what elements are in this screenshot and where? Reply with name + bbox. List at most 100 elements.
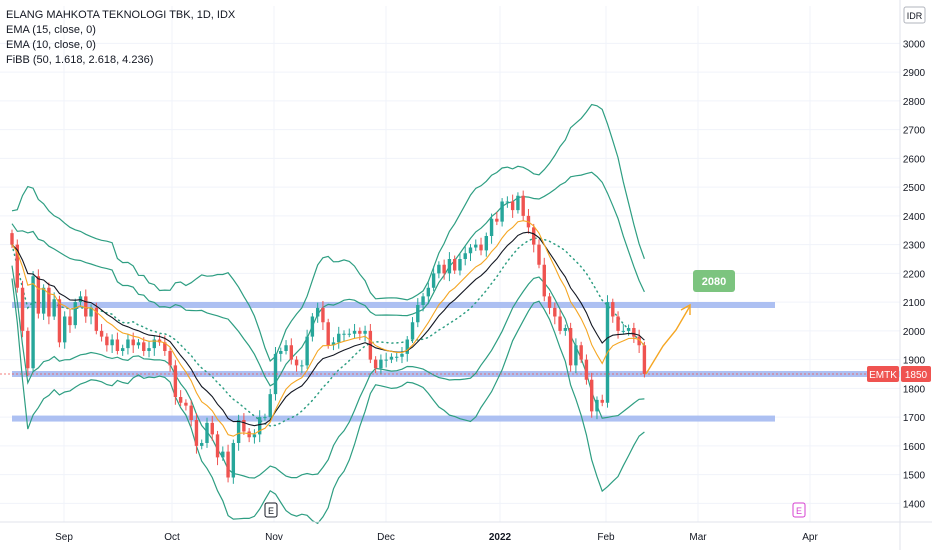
x-tick-label: Dec xyxy=(377,532,395,543)
candle-body xyxy=(410,322,415,340)
candle-body xyxy=(642,345,647,374)
ema10-line xyxy=(11,220,645,437)
candle-body xyxy=(431,273,436,288)
y-tick-label: 2600 xyxy=(903,154,926,165)
candle-body xyxy=(194,420,199,446)
x-tick-label: Feb xyxy=(597,532,615,543)
legend-symbol[interactable]: ELANG MAHKOTA TEKNOLOGI TBK, 1D, IDX xyxy=(6,9,236,21)
candle-body xyxy=(337,333,341,343)
y-tick-label: 3000 xyxy=(903,39,926,50)
candle-body xyxy=(168,351,172,366)
ticker-tag xyxy=(867,366,899,382)
zone-level xyxy=(12,302,775,308)
candle-body xyxy=(326,322,330,346)
candle-body xyxy=(479,244,483,251)
candle-body xyxy=(52,299,56,317)
candle-body xyxy=(305,336,309,366)
candle-body xyxy=(163,342,167,351)
candle-body xyxy=(574,345,578,366)
candle-body xyxy=(542,264,546,297)
y-tick-label: 2100 xyxy=(903,298,926,309)
candle-body xyxy=(468,247,473,254)
candle-body xyxy=(200,443,204,446)
candle-body xyxy=(84,296,88,317)
candle-body xyxy=(226,451,230,478)
legend-ema15[interactable]: EMA (15, close, 0) xyxy=(6,24,96,36)
candle-body xyxy=(178,397,183,403)
y-tick-label: 2300 xyxy=(903,241,926,252)
fibb-band-line xyxy=(11,171,645,387)
y-tick-label: 1800 xyxy=(903,384,926,395)
legend-ema10[interactable]: EMA (10, close, 0) xyxy=(6,39,96,51)
candle-body xyxy=(537,244,541,265)
candle-body xyxy=(553,307,557,317)
candle-body xyxy=(94,307,99,331)
candle-body xyxy=(242,420,246,432)
candle-body xyxy=(400,353,404,357)
candle-body xyxy=(284,345,288,351)
candle-body xyxy=(26,330,30,369)
candle-body xyxy=(10,233,14,245)
candle-body xyxy=(73,302,77,326)
candle-body xyxy=(474,244,478,248)
candle-body xyxy=(247,431,251,438)
legend: ELANG MAHKOTA TEKNOLOGI TBK, 1D, IDX EMA… xyxy=(6,8,235,68)
candle-body xyxy=(321,307,325,323)
candle-body xyxy=(115,339,120,351)
candle-body xyxy=(590,379,594,412)
y-tick-label: 1600 xyxy=(903,442,926,453)
candle-body xyxy=(273,353,278,395)
candle-body xyxy=(500,201,504,222)
currency-label: IDR xyxy=(907,11,923,21)
fibb-bands xyxy=(11,103,646,525)
projection-arrowhead xyxy=(680,303,691,315)
candle-body xyxy=(215,434,220,458)
candle-body xyxy=(15,244,19,288)
candle-body xyxy=(221,451,225,458)
y-tick-label: 2000 xyxy=(903,327,926,338)
earnings-marker xyxy=(264,502,278,518)
candle-body xyxy=(189,405,193,420)
y-tick-label: 2200 xyxy=(903,269,926,280)
candle-body xyxy=(110,339,114,346)
candle-body xyxy=(626,328,631,331)
candle-body xyxy=(331,342,336,346)
ema15-line xyxy=(11,231,645,427)
candle-body xyxy=(131,339,135,346)
candle-body xyxy=(342,333,346,335)
legend-fibb[interactable]: FiBB (50, 1.618, 2.618, 4.236) xyxy=(6,54,154,66)
candle-body xyxy=(105,336,109,346)
candle-body xyxy=(279,351,283,354)
candle-body xyxy=(184,402,188,406)
earnings-marker-label: E xyxy=(268,506,274,516)
zone-level xyxy=(12,415,775,422)
candle-body xyxy=(63,316,67,343)
candle-body xyxy=(136,342,141,346)
projection-arrow xyxy=(645,305,691,375)
candle-body xyxy=(521,195,525,216)
candle-body xyxy=(416,305,420,323)
x-tick-label: Apr xyxy=(802,532,818,543)
candle-body xyxy=(568,328,573,366)
x-tick-label: Mar xyxy=(689,532,707,543)
candle-body xyxy=(452,259,457,271)
candle-body xyxy=(505,201,510,203)
y-tick-label: 2400 xyxy=(903,212,926,223)
candle-body xyxy=(347,333,351,335)
candle-body xyxy=(632,328,636,337)
fibb-basis-line xyxy=(11,237,646,427)
candle-body xyxy=(405,339,409,354)
currency-box xyxy=(903,6,926,24)
candle-body xyxy=(99,330,104,337)
candle-body xyxy=(579,345,583,360)
candle-body xyxy=(616,316,620,331)
candle-body xyxy=(57,299,62,343)
candles xyxy=(10,190,647,484)
candle-body xyxy=(558,316,562,331)
candle-body xyxy=(516,195,520,211)
candle-body xyxy=(263,417,267,419)
candle-body xyxy=(315,307,320,317)
candle-body xyxy=(294,359,299,366)
